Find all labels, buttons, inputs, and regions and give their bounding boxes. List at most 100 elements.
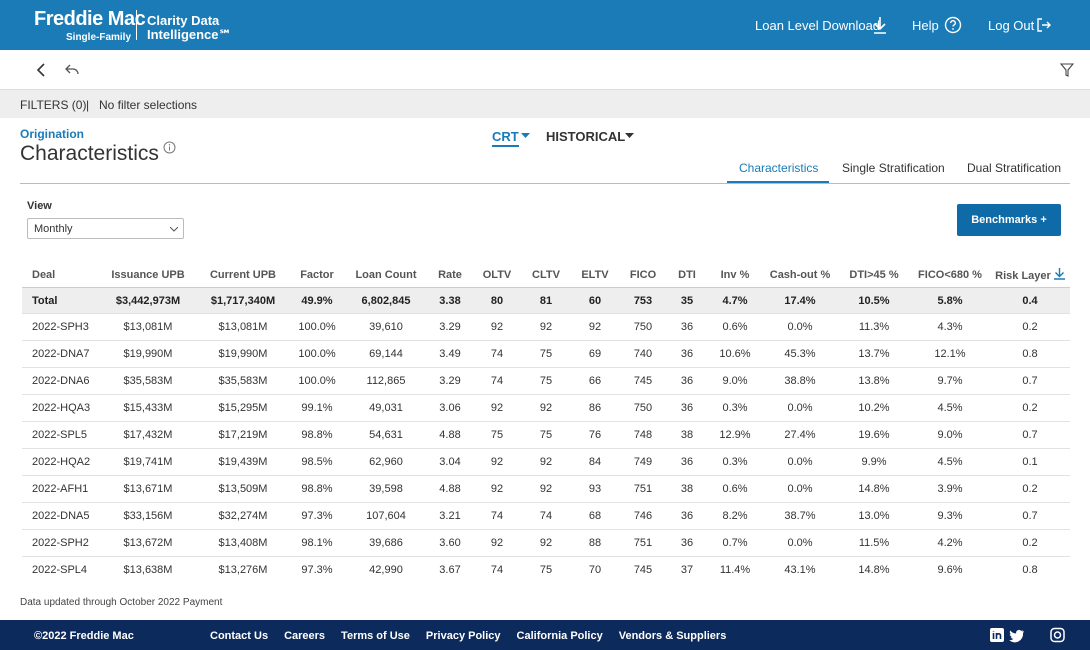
table-cell: $13,509M bbox=[218, 483, 268, 495]
table-cell: 107,604 bbox=[366, 510, 406, 522]
tab[interactable]: Single Stratification bbox=[842, 161, 945, 175]
table-cell: $13,672M bbox=[123, 537, 173, 549]
column-header[interactable]: Risk Layer bbox=[990, 267, 1070, 282]
column-header[interactable]: Rate bbox=[438, 268, 462, 281]
column-header[interactable]: Deal bbox=[32, 268, 56, 281]
product-line: Clarity Data bbox=[147, 13, 220, 28]
table-cell: 2022-DNA7 bbox=[32, 348, 90, 360]
table-cell: $15,433M bbox=[123, 402, 173, 414]
table-cell: 4.88 bbox=[439, 429, 461, 441]
table-cell: 45.3% bbox=[784, 348, 816, 360]
tab[interactable]: Dual Stratification bbox=[967, 161, 1062, 175]
dropdown[interactable]: CRT bbox=[492, 129, 519, 147]
column-header[interactable]: Factor bbox=[300, 268, 334, 281]
nav-link[interactable]: Loan Level Download bbox=[755, 18, 881, 33]
info-icon[interactable] bbox=[163, 141, 176, 154]
table-cell: 9.7% bbox=[937, 375, 963, 387]
nav-link[interactable]: Log Out bbox=[988, 18, 1035, 33]
table-cell: 11.4% bbox=[719, 564, 751, 576]
column-header[interactable]: FICO bbox=[629, 268, 657, 281]
back-button[interactable] bbox=[34, 63, 48, 77]
column-header[interactable]: ELTV bbox=[581, 268, 609, 281]
table-cell: 3.9% bbox=[937, 483, 963, 495]
column-header[interactable]: CLTV bbox=[532, 268, 560, 281]
column-header[interactable]: DTI bbox=[678, 268, 696, 281]
view-label: View bbox=[27, 200, 52, 212]
instagram-icon[interactable] bbox=[1050, 627, 1065, 643]
brand[interactable]: Freddie Mac bbox=[34, 8, 146, 30]
table-cell: 100.0% bbox=[298, 375, 336, 387]
table-cell: 38.7% bbox=[784, 510, 816, 522]
column-header[interactable]: DTI>45 % bbox=[849, 268, 899, 281]
top-bar: Freddie Mac Single-Family Clarity Data I… bbox=[0, 0, 1090, 50]
undo-button[interactable] bbox=[64, 63, 80, 77]
table-cell: 11.5% bbox=[858, 537, 890, 549]
column-header[interactable]: Issuance UPB bbox=[111, 268, 185, 281]
view-select[interactable]: Monthly bbox=[27, 218, 184, 239]
caret bbox=[170, 227, 178, 232]
table-cell: 27.4% bbox=[784, 429, 816, 441]
filters-label[interactable]: FILTERS (0) bbox=[20, 98, 87, 112]
table-cell: 98.1% bbox=[301, 537, 333, 549]
table-cell: 746 bbox=[633, 510, 653, 522]
table-cell: 9.6% bbox=[937, 564, 963, 576]
table-cell: 39,686 bbox=[369, 537, 403, 549]
footer-link[interactable]: Careers bbox=[284, 630, 326, 642]
table-cell: 37 bbox=[680, 564, 694, 576]
column-header[interactable]: Inv % bbox=[720, 268, 750, 281]
footer-link[interactable]: Vendors & Suppliers bbox=[618, 630, 727, 642]
table-cell: 2022-SPH3 bbox=[32, 321, 89, 333]
table-cell: 0.2 bbox=[1022, 537, 1038, 549]
table-cell: 751 bbox=[633, 483, 653, 495]
column-header[interactable]: FICO<680 % bbox=[918, 268, 982, 281]
table-cell: 3.60 bbox=[439, 537, 461, 549]
table-cell: 0.1 bbox=[1022, 456, 1038, 468]
column-header[interactable]: Current UPB bbox=[209, 268, 276, 281]
table-cell: 2022-SPL5 bbox=[32, 429, 88, 441]
table-row: 2022-HQA2 $19,741M $19,439M 98.5% 62,960 3.04… bbox=[22, 449, 1070, 476]
table-cell: $19,741M bbox=[123, 456, 173, 468]
download-icon[interactable] bbox=[1053, 267, 1065, 280]
table-cell: 14.8% bbox=[858, 483, 890, 495]
table-cell: 38.8% bbox=[784, 375, 816, 387]
table-cell: 69 bbox=[588, 348, 602, 360]
footer-link[interactable]: Privacy Policy bbox=[425, 630, 501, 642]
footer-link[interactable]: California Policy bbox=[516, 630, 603, 642]
table-cell: 49.9% bbox=[301, 294, 333, 307]
table-cell: 80 bbox=[490, 294, 504, 307]
table-cell: 2022-SPL4 bbox=[32, 564, 88, 576]
table-cell: 0.0% bbox=[787, 402, 813, 414]
table-cell: 93 bbox=[588, 483, 602, 495]
dropdown[interactable]: HISTORICAL bbox=[546, 129, 626, 144]
table-header: Deal Issuance UPB Current UPB Factor Loan Co… bbox=[22, 262, 1070, 288]
table-cell: 39,598 bbox=[369, 483, 403, 495]
table-cell: $19,990M bbox=[123, 348, 173, 360]
nav-link[interactable]: Help bbox=[912, 18, 939, 33]
table-cell: 75 bbox=[539, 564, 553, 576]
twitter-icon[interactable] bbox=[1009, 629, 1024, 643]
column-header[interactable]: Loan Count bbox=[355, 268, 417, 281]
filter-button[interactable] bbox=[1060, 63, 1074, 77]
table-cell: 60 bbox=[588, 294, 602, 307]
tab[interactable]: Characteristics bbox=[739, 161, 819, 175]
table-cell: 74 bbox=[490, 348, 504, 360]
table-cell: 112,865 bbox=[366, 375, 406, 387]
table-cell: 92 bbox=[490, 321, 504, 333]
footer-link[interactable]: Contact Us bbox=[210, 630, 269, 642]
footer-link[interactable]: Terms of Use bbox=[341, 630, 410, 642]
table-cell: 92 bbox=[490, 402, 504, 414]
table-cell: 68 bbox=[588, 510, 602, 522]
table-cell: 0.7 bbox=[1022, 429, 1038, 441]
column-header[interactable]: Cash-out % bbox=[769, 268, 831, 281]
table-row: 2022-DNA6 $35,583M $35,583M 100.0% 112,865 3.… bbox=[22, 368, 1070, 395]
brand-sub: Single-Family bbox=[66, 32, 132, 43]
table-cell: 4.88 bbox=[439, 483, 461, 495]
column-header[interactable]: OLTV bbox=[482, 268, 512, 281]
footer: ©2022 Freddie Mac Contact Us Careers Terms… bbox=[0, 620, 1090, 650]
table-cell: 81 bbox=[539, 294, 553, 307]
table-cell: $13,671M bbox=[123, 483, 173, 495]
table-cell: 10.2% bbox=[858, 402, 890, 414]
table-cell: 74 bbox=[490, 510, 504, 522]
table-cell: 36 bbox=[680, 537, 694, 549]
benchmarks-button[interactable]: Benchmarks + bbox=[957, 204, 1061, 236]
